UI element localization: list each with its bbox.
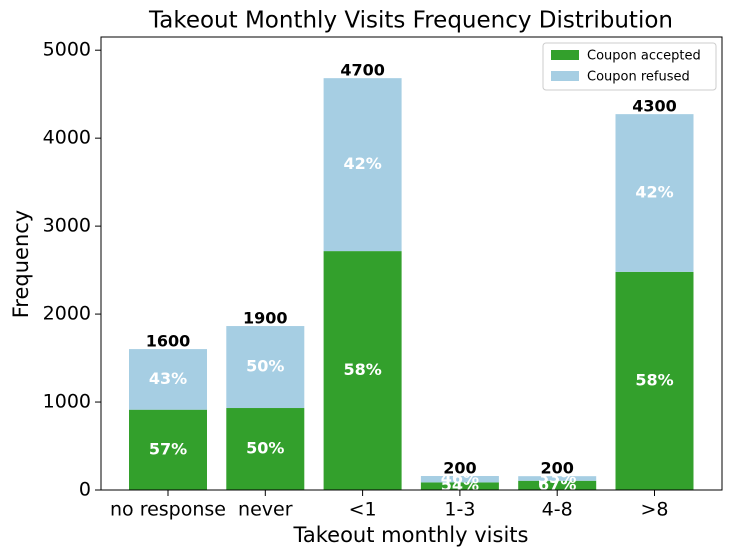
legend-label: Coupon accepted <box>587 49 701 64</box>
bar-segment <box>323 78 402 252</box>
segment-label: 42% <box>343 154 381 173</box>
segment-label: 42% <box>635 182 673 201</box>
legend-swatch <box>551 71 579 81</box>
segment-label: 50% <box>246 439 284 458</box>
y-tick-label: 5000 <box>43 39 91 61</box>
y-tick-label: 0 <box>79 479 91 501</box>
bar-segment <box>420 476 499 483</box>
bar-segment <box>420 482 499 490</box>
total-label: 4300 <box>632 97 677 116</box>
segment-label: 58% <box>343 360 381 379</box>
bar-segment <box>518 480 597 490</box>
y-tick-label: 1000 <box>43 391 91 413</box>
x-tick-label: never <box>238 499 293 521</box>
x-tick-label: <1 <box>349 499 377 521</box>
legend-box <box>542 42 717 91</box>
legend-label: Coupon refused <box>587 70 690 85</box>
total-label: 200 <box>540 459 573 478</box>
bar-segment <box>323 251 402 490</box>
bar-segment <box>129 349 207 410</box>
bar-segment <box>518 476 597 481</box>
bar-segment <box>615 114 694 272</box>
legend: Coupon accepted Coupon refused <box>542 42 717 91</box>
x-axis-label: Takeout monthly visits <box>293 523 529 547</box>
plot-frame <box>100 36 723 491</box>
x-tick-label: 1-3 <box>444 499 475 521</box>
segment-label: 58% <box>635 370 673 389</box>
y-tick-label: 3000 <box>43 215 91 237</box>
bar-segment <box>129 409 207 490</box>
total-label: 1900 <box>243 309 288 328</box>
total-label: 200 <box>443 459 476 478</box>
total-label: 4700 <box>340 61 385 80</box>
y-tick-label: 4000 <box>43 127 91 149</box>
x-tick-label: >8 <box>640 499 668 521</box>
chart-title: Takeout Monthly Visits Frequency Distrib… <box>148 8 673 34</box>
x-tick-label: 4-8 <box>542 499 573 521</box>
legend-swatch <box>551 50 579 60</box>
segment-label: 33% <box>538 468 576 487</box>
x-tick-label: no response <box>110 499 226 521</box>
total-label: 1600 <box>146 332 191 351</box>
segment-label: 46% <box>441 469 479 488</box>
bar-segment <box>226 326 305 409</box>
segment-label: 57% <box>149 439 187 458</box>
segment-label: 50% <box>246 357 284 376</box>
y-tick-label: 2000 <box>43 303 91 325</box>
bar-segment <box>615 271 694 490</box>
bar-segment <box>226 408 305 490</box>
segment-label: 43% <box>149 369 187 388</box>
y-axis-label: Frequency <box>9 210 33 319</box>
